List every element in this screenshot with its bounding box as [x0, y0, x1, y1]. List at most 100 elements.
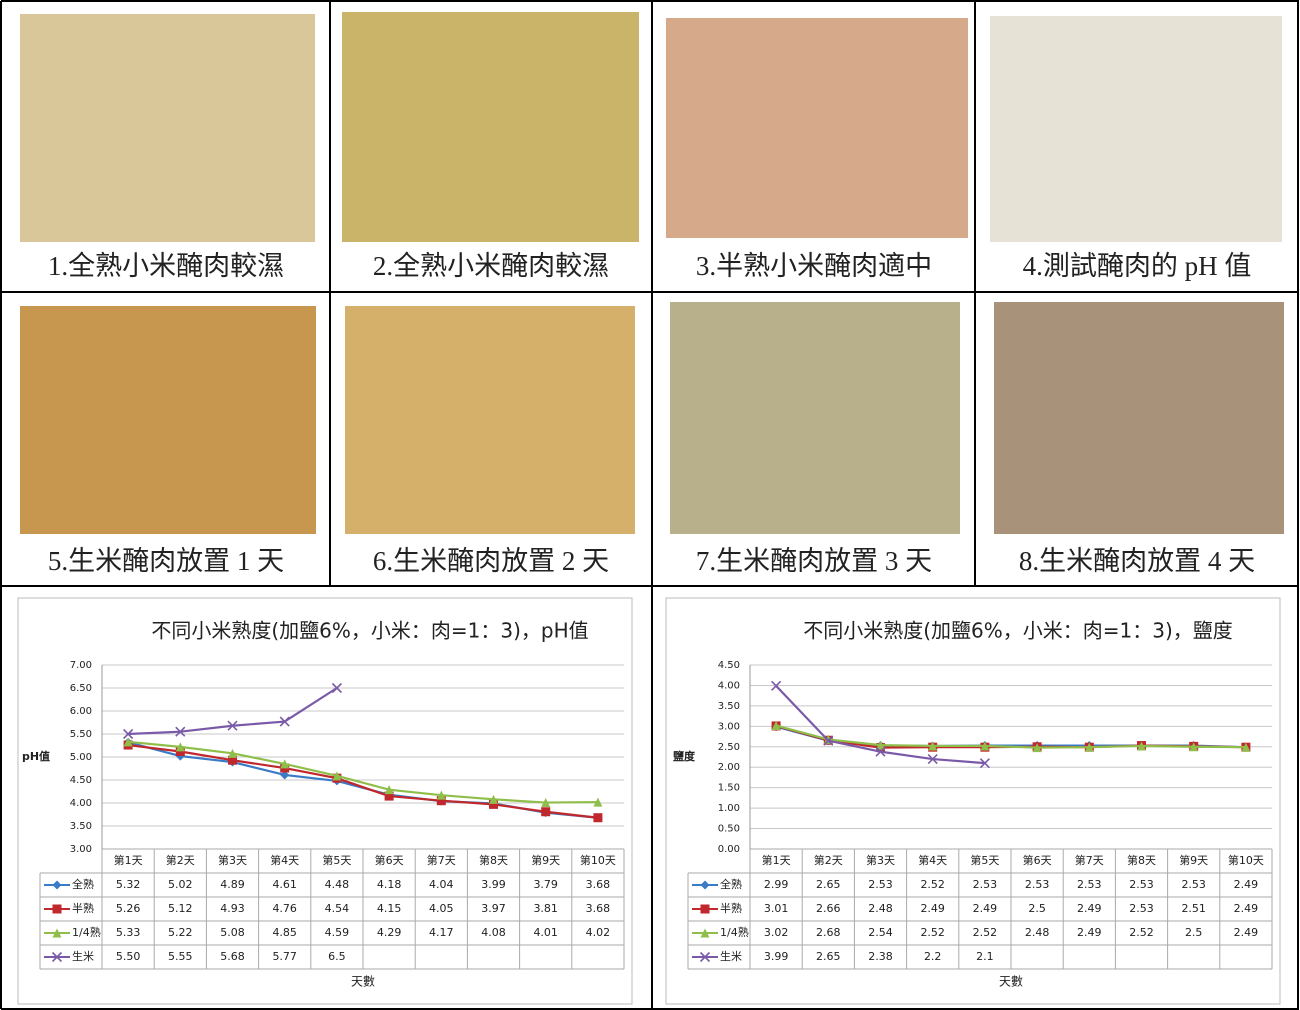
x-tick-label: 第10天	[1228, 853, 1264, 867]
table-value: 4.15	[377, 902, 402, 915]
x-tick-label: 第6天	[1023, 853, 1052, 867]
y-tick-label: 4.00	[70, 798, 92, 809]
photo	[670, 302, 960, 534]
table-value: 2.53	[973, 878, 998, 891]
table-value: 3.68	[586, 902, 611, 915]
marker	[541, 807, 551, 817]
photo-caption: 1.全熟小米醃肉較濕	[48, 251, 284, 281]
marker	[279, 716, 290, 727]
table-value: 4.05	[429, 902, 454, 915]
table-value: 4.85	[272, 926, 297, 939]
table-value: 3.02	[764, 926, 789, 939]
table-value: 2.49	[1077, 926, 1102, 939]
marker	[436, 790, 446, 800]
photo-caption: 8.生米醃肉放置 4 天	[1019, 546, 1255, 576]
chart-title: 不同小米熟度(加鹽6%，小米：肉=1：3)，鹽度	[803, 619, 1233, 643]
photo-placeholders	[20, 12, 1284, 534]
x-tick-label: 第3天	[866, 853, 895, 867]
photo	[666, 18, 968, 238]
y-tick-label: 3.50	[718, 701, 740, 712]
series-line	[127, 740, 598, 804]
photo-caption: 4.測試醃肉的 pH 值	[1023, 251, 1252, 281]
table-value: 2.49	[973, 902, 998, 915]
marker	[436, 796, 446, 806]
marker	[875, 746, 886, 757]
table-value: 2.49	[1234, 878, 1259, 891]
x-tick-label: 第8天	[1127, 853, 1156, 867]
table-value: 2.51	[1181, 902, 1206, 915]
marker	[928, 741, 938, 751]
marker	[1032, 743, 1042, 753]
table-value: 2.2	[924, 950, 942, 963]
legend-label: 全熟	[72, 877, 94, 891]
legend-label: 半熟	[720, 901, 742, 915]
table-value: 5.12	[168, 902, 193, 915]
table-value: 4.08	[481, 926, 506, 939]
table-value: 4.01	[533, 926, 558, 939]
table-value: 4.18	[377, 878, 402, 891]
y-tick-label: 7.00	[70, 660, 92, 671]
marker	[52, 880, 62, 890]
y-tick-label: 6.50	[70, 683, 92, 694]
y-tick-label: 1.50	[718, 783, 740, 794]
series-line	[127, 743, 599, 819]
chart-frame	[665, 597, 1281, 1005]
table-value: 2.48	[1025, 926, 1050, 939]
y-tick-label: 1.00	[718, 803, 740, 814]
table-value: 2.38	[868, 950, 893, 963]
table-value: 2.1	[976, 950, 994, 963]
y-tick-label: 3.50	[70, 821, 92, 832]
table-value: 3.99	[764, 950, 789, 963]
x-tick-label: 第1天	[114, 853, 143, 867]
photo	[20, 306, 316, 534]
marker	[876, 740, 885, 750]
marker	[175, 746, 185, 756]
table-value: 2.52	[973, 926, 998, 939]
table-value: 2.52	[920, 926, 945, 939]
photo-caption: 3.半熟小米醃肉適中	[696, 251, 932, 281]
table-value: 2.52	[920, 878, 945, 891]
marker	[1241, 742, 1251, 752]
table-value: 4.04	[429, 878, 454, 891]
table-value: 3.81	[533, 902, 558, 915]
table-value: 5.33	[116, 926, 141, 939]
legend-label: 生米	[72, 949, 94, 963]
x-tick-label: 第7天	[427, 853, 456, 867]
table-value: 2.53	[1181, 878, 1206, 891]
marker	[228, 748, 237, 758]
table-value: 2.52	[1129, 926, 1154, 939]
marker	[699, 951, 711, 963]
marker	[123, 737, 133, 747]
y-tick-label: 0.50	[718, 824, 740, 835]
table-value: 4.59	[325, 926, 350, 939]
table-value: 3.01	[764, 902, 789, 915]
table-value: 2.49	[1234, 902, 1259, 915]
marker	[280, 770, 290, 780]
legend-label: 半熟	[72, 901, 94, 915]
marker	[280, 759, 290, 769]
table-value: 4.61	[272, 878, 297, 891]
table-value: 2.49	[920, 902, 945, 915]
table-value: 5.02	[168, 878, 193, 891]
table-value: 3.99	[481, 878, 506, 891]
photo	[345, 306, 635, 534]
legend-label: 1/4熟	[72, 925, 101, 939]
marker	[123, 728, 134, 740]
table-value: 5.08	[220, 926, 245, 939]
table-value: 2.49	[1077, 902, 1102, 915]
table-value: 2.5	[1028, 902, 1046, 915]
y-tick-label: 3.00	[70, 844, 92, 855]
y-tick-label: 4.00	[718, 680, 740, 691]
marker	[1084, 742, 1094, 752]
table-value: 2.68	[816, 926, 841, 939]
table-value: 4.93	[220, 902, 245, 915]
y-axis-label: pH值	[22, 749, 50, 763]
photo	[20, 14, 315, 242]
x-tick-label: 第8天	[479, 853, 508, 867]
y-tick-label: 4.50	[718, 660, 740, 671]
marker	[175, 726, 186, 737]
marker	[700, 904, 710, 914]
table-value: 3.79	[533, 878, 558, 891]
